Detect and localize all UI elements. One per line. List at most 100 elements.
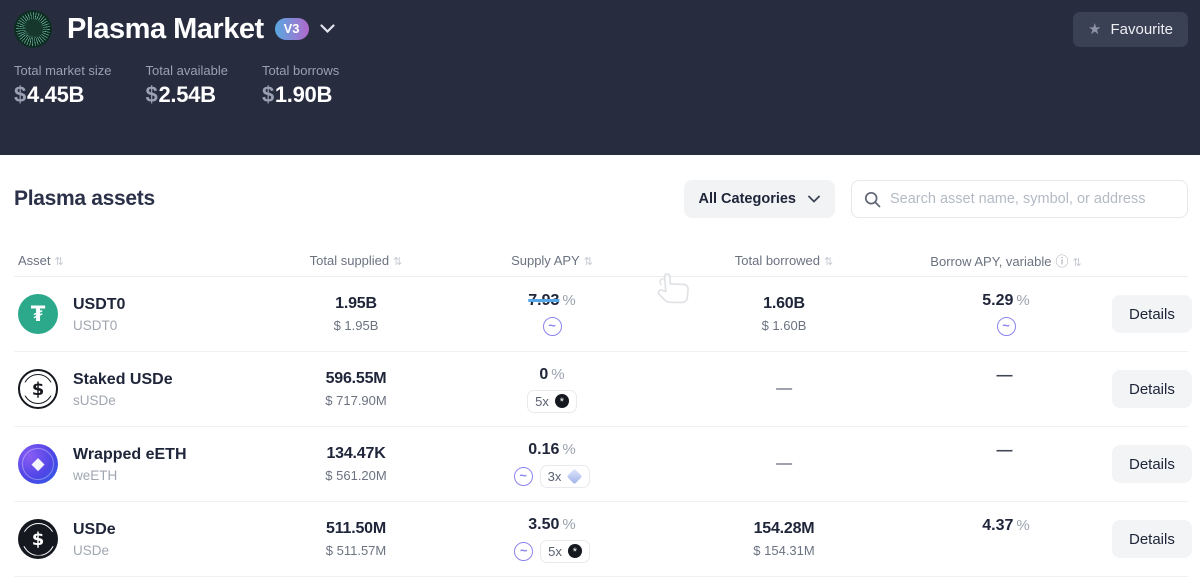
details-button[interactable]: Details — [1112, 520, 1192, 558]
asset-token-icon — [18, 369, 58, 409]
supply-apy-value: 3.50% — [528, 515, 576, 533]
supply-merit-icon[interactable] — [514, 541, 534, 561]
table-row[interactable]: USDe USDe 511.50M $ 511.57M 3.50% 5x 154… — [14, 502, 1192, 577]
currency-sign: $ — [261, 82, 274, 107]
borrowed-amount: — — [776, 380, 792, 397]
column-header-total-supplied[interactable]: Total supplied ⇅ — [309, 253, 403, 268]
supply-multiplier-badge[interactable]: 5x — [527, 389, 577, 413]
sort-icon: ⇅ — [54, 255, 64, 268]
supplied-usd: $ 511.57M — [325, 543, 387, 558]
favourite-button[interactable]: ★ Favourite — [1073, 11, 1188, 47]
asset-token-icon — [18, 519, 58, 559]
version-badge: V3 — [274, 18, 309, 40]
borrowed-amount: 154.28M — [753, 520, 815, 537]
table-row[interactable]: USDT0 USDT0 1.95B $ 1.95B 7.93% 1.60B $ … — [14, 277, 1192, 352]
borrowed-amount: 1.60B — [763, 295, 805, 312]
percent-sign: % — [562, 515, 576, 533]
total-supplied-cell: 596.55M $ 717.90M — [276, 370, 436, 408]
multiplier-label: 5x — [548, 543, 562, 559]
star-icon: ★ — [1088, 20, 1102, 38]
info-icon[interactable]: ⓘ — [1055, 255, 1069, 270]
supplied-usd: $ 1.95B — [333, 318, 379, 333]
borrow-apy-value: — — [996, 367, 1013, 384]
borrow-merit-icon[interactable] — [996, 316, 1016, 336]
total-borrowed-cell: — — [668, 380, 900, 398]
total-borrowed-cell: 154.28M $ 154.31M — [668, 520, 900, 558]
asset-cell: Staked USDe sUSDe — [14, 369, 276, 409]
asset-symbol: weETH — [73, 467, 118, 483]
details-button[interactable]: Details — [1112, 295, 1192, 333]
asset-rows: USDT0 USDT0 1.95B $ 1.95B 7.93% 1.60B $ … — [14, 277, 1192, 577]
stat-label: Total market size — [14, 63, 112, 78]
supply-badge-icon — [554, 394, 569, 408]
borrow-apy-cell: — — [900, 367, 1112, 411]
supply-merit-icon[interactable] — [542, 316, 562, 336]
market-header: Plasma Market V3 ★ Favourite Total marke… — [0, 0, 1200, 155]
column-header-supply-apy[interactable]: Supply APY ⇅ — [511, 253, 593, 268]
asset-symbol: USDe — [73, 542, 110, 558]
supply-multiplier-badge[interactable]: 5x — [540, 539, 590, 563]
sort-icon: ⇅ — [393, 255, 403, 268]
asset-token-icon — [18, 444, 58, 484]
supply-apy-cell: 0.16% 3x — [436, 441, 668, 488]
details-button[interactable]: Details — [1112, 370, 1192, 408]
borrow-apy-cell: 4.37% — [900, 517, 1112, 561]
stat-total-borrows: Total borrows $1.90B — [262, 63, 339, 108]
stat-value: 1.90B — [274, 82, 333, 107]
category-filter-dropdown[interactable]: All Categories — [683, 180, 835, 218]
percent-sign: % — [551, 365, 565, 383]
supplied-amount: 1.95B — [335, 295, 377, 312]
table-row[interactable]: Wrapped eETH weETH 134.47K $ 561.20M 0.1… — [14, 427, 1192, 502]
borrow-apy-value: 5.29% — [982, 292, 1030, 309]
column-header-borrow-apy[interactable]: Borrow APY, variable ⓘ ⇅ — [930, 254, 1082, 270]
asset-cell: Wrapped eETH weETH — [14, 444, 276, 484]
asset-cell: USDT0 USDT0 — [14, 294, 276, 334]
multiplier-label: 5x — [535, 393, 549, 409]
asset-name: Wrapped eETH — [73, 445, 187, 463]
multiplier-label: 3x — [547, 468, 562, 484]
category-filter-label: All Categories — [698, 191, 797, 207]
supply-badge-icon — [567, 544, 582, 558]
asset-search[interactable] — [851, 180, 1188, 218]
search-icon — [864, 191, 881, 207]
market-stats: Total market size $4.45B Total available… — [14, 63, 1188, 108]
asset-name: USDT0 — [73, 295, 126, 313]
row-borrowed-usd: $ 154.31M — [753, 543, 815, 558]
search-input[interactable] — [890, 191, 1175, 207]
supply-apy-value: 0.16% — [528, 440, 576, 458]
supply-apy-cell: 3.50% 5x — [436, 516, 668, 563]
supplied-amount: 596.55M — [325, 370, 387, 387]
supply-apy-value: 7.93% — [528, 292, 576, 309]
details-button[interactable]: Details — [1112, 445, 1192, 483]
supply-merit-icon[interactable] — [513, 466, 533, 486]
sort-icon: ⇅ — [1072, 256, 1082, 269]
supply-multiplier-badge[interactable]: 3x — [539, 464, 591, 488]
page-title: Plasma Market — [67, 12, 264, 45]
table-header-row: Asset ⇅ Total supplied ⇅ Supply APY ⇅ Total… — [14, 245, 1188, 277]
favourite-label: Favourite — [1110, 20, 1173, 38]
asset-name: Staked USDe — [73, 370, 173, 388]
chevron-down-icon — [808, 195, 820, 203]
asset-symbol: sUSDe — [73, 392, 116, 408]
percent-sign: % — [562, 440, 576, 458]
row-borrowed-usd: $ 1.60B — [761, 318, 807, 333]
percent-sign: % — [1016, 517, 1030, 534]
currency-sign: $ — [145, 82, 158, 107]
sort-icon: ⇅ — [583, 255, 593, 268]
sort-icon: ⇅ — [824, 255, 834, 268]
table-row[interactable]: Staked USDe sUSDe 596.55M $ 717.90M 0% 5… — [14, 352, 1192, 427]
total-supplied-cell: 1.95B $ 1.95B — [276, 295, 436, 333]
column-header-total-borrowed[interactable]: Total borrowed ⇅ — [734, 253, 834, 268]
column-header-asset[interactable]: Asset ⇅ — [18, 253, 64, 268]
assets-section-title: Plasma assets — [14, 187, 155, 210]
market-switcher-chevron-down-icon[interactable] — [319, 24, 335, 34]
borrow-apy-cell: — — [900, 442, 1112, 486]
asset-name: USDe — [73, 520, 116, 538]
supply-badge-icon — [567, 468, 583, 484]
stat-total-market-size: Total market size $4.45B — [14, 63, 112, 108]
total-borrowed-cell: 1.60B $ 1.60B — [668, 295, 900, 333]
supply-apy-cell: 0% 5x — [436, 366, 668, 413]
percent-sign: % — [562, 292, 576, 309]
borrowed-amount: — — [776, 455, 792, 472]
asset-symbol: USDT0 — [73, 317, 118, 333]
